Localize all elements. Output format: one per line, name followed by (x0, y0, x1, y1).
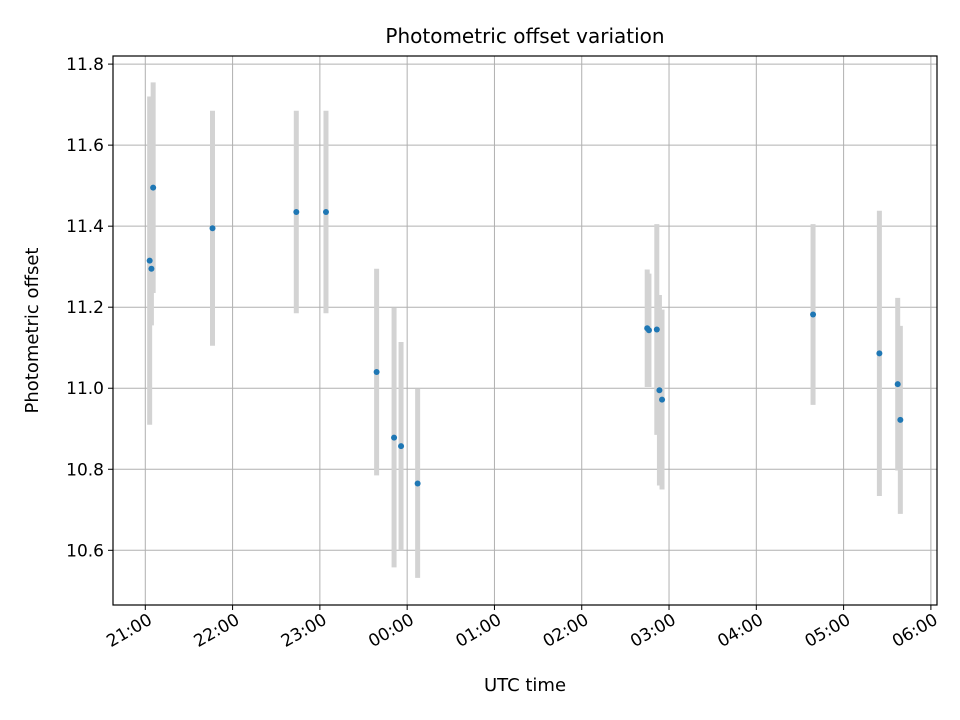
chart-title: Photometric offset variation (385, 24, 664, 48)
y-tick-label: 11.8 (66, 55, 104, 75)
y-tick-label: 11.4 (66, 217, 104, 237)
data-point (398, 443, 405, 450)
y-tick-label: 11.6 (66, 136, 104, 156)
data-point (659, 396, 666, 403)
data-point (894, 381, 901, 388)
data-point (373, 369, 380, 376)
y-tick-label: 11.0 (66, 379, 104, 399)
data-point (653, 326, 660, 333)
data-point (209, 225, 216, 232)
grid (113, 56, 937, 605)
data-point (146, 257, 153, 264)
data-point (645, 327, 652, 334)
data-point (876, 350, 883, 357)
data-point (293, 208, 300, 215)
data-point (414, 480, 421, 487)
data-point (897, 416, 904, 423)
data-point (810, 311, 817, 318)
x-axis-title: UTC time (484, 675, 566, 696)
y-tick-label: 11.2 (66, 298, 104, 318)
y-axis-title: Photometric offset (22, 248, 43, 414)
plot-frame (112, 55, 938, 606)
data-point (656, 387, 663, 394)
data-point (322, 208, 329, 215)
data-point (150, 184, 157, 191)
y-tick-label: 10.6 (66, 541, 104, 561)
data-point (148, 265, 155, 272)
y-tick-label: 10.8 (66, 460, 104, 480)
data-points (146, 184, 904, 487)
data-point (391, 434, 398, 441)
